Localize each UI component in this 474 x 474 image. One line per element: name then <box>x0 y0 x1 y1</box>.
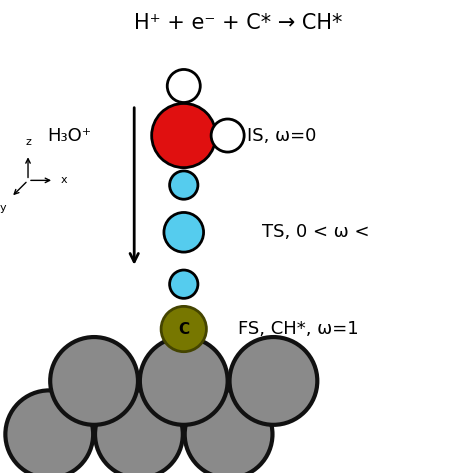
Text: IS, ω=0: IS, ω=0 <box>247 127 317 145</box>
Circle shape <box>95 391 183 474</box>
Circle shape <box>164 212 203 252</box>
Circle shape <box>185 391 273 474</box>
Text: TS, 0 < ω <: TS, 0 < ω < <box>262 223 369 241</box>
Text: FS, CH*, ω=1: FS, CH*, ω=1 <box>238 320 359 338</box>
Text: y: y <box>0 203 7 213</box>
Circle shape <box>50 337 138 425</box>
Circle shape <box>5 391 93 474</box>
Text: z: z <box>25 137 31 147</box>
Circle shape <box>167 70 201 102</box>
Text: H₃O⁺: H₃O⁺ <box>47 127 92 145</box>
Circle shape <box>152 103 216 168</box>
Text: C: C <box>178 321 189 337</box>
Circle shape <box>211 119 244 152</box>
Circle shape <box>229 337 317 425</box>
Text: H⁺ + e⁻ + C* → CH*: H⁺ + e⁻ + C* → CH* <box>134 13 342 33</box>
Circle shape <box>170 171 198 199</box>
Circle shape <box>161 306 206 352</box>
Circle shape <box>170 270 198 298</box>
Text: x: x <box>61 175 68 185</box>
Circle shape <box>140 337 228 425</box>
